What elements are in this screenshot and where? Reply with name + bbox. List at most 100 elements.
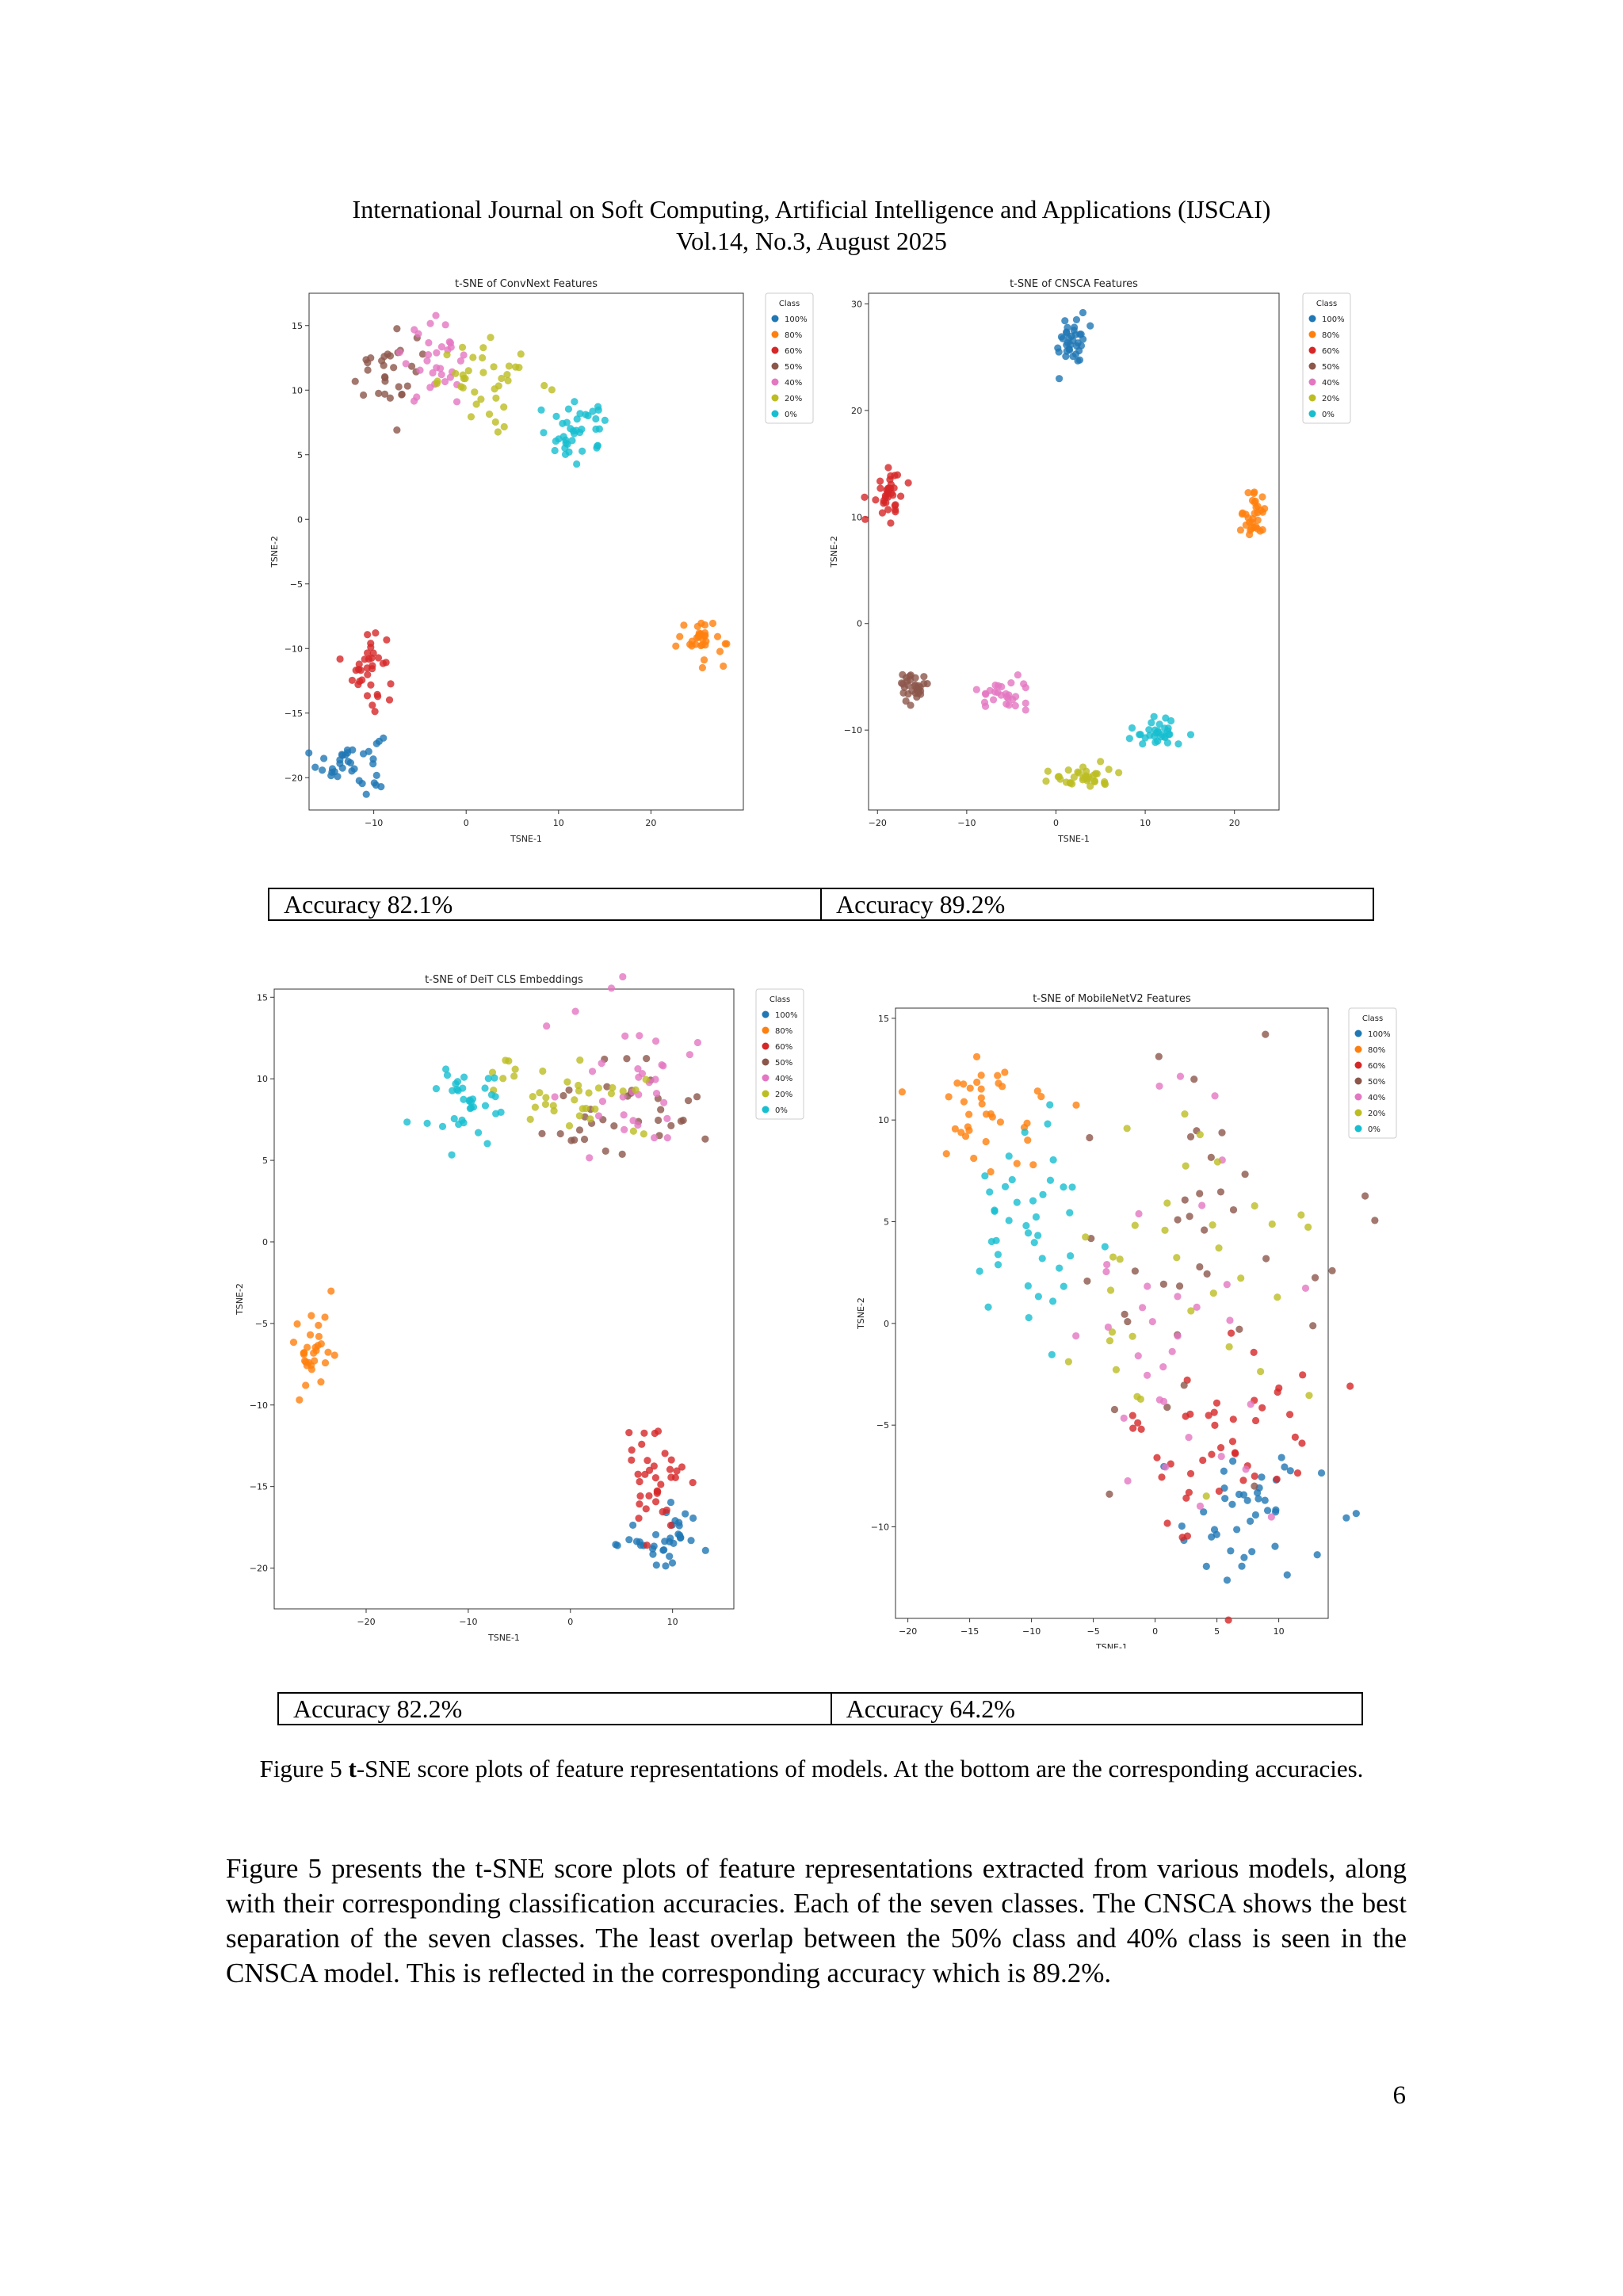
data-point bbox=[511, 1065, 519, 1073]
data-point bbox=[995, 1079, 1002, 1087]
data-point bbox=[713, 632, 722, 640]
data-point bbox=[1213, 1158, 1222, 1166]
series-20pct bbox=[433, 334, 556, 436]
data-point bbox=[1228, 1500, 1236, 1508]
data-point bbox=[904, 690, 912, 698]
data-point bbox=[629, 1127, 638, 1135]
x-axis-label: TSNE-1 bbox=[1057, 834, 1090, 844]
data-point bbox=[497, 1108, 505, 1116]
legend-label: 50% bbox=[1368, 1078, 1385, 1087]
x-tick-label: 20 bbox=[645, 818, 656, 828]
legend-marker bbox=[762, 1042, 769, 1050]
accuracy-mobilenetv2: Accuracy 64.2% bbox=[830, 1692, 1364, 1725]
legend-label: 100% bbox=[1368, 1030, 1391, 1039]
data-point bbox=[980, 698, 989, 706]
data-point bbox=[1034, 1293, 1042, 1301]
x-tick-label: 0 bbox=[464, 818, 469, 828]
series-0pct bbox=[403, 1065, 505, 1159]
data-point bbox=[1186, 731, 1195, 739]
data-point bbox=[684, 1097, 693, 1105]
data-point bbox=[540, 381, 548, 390]
data-point bbox=[458, 343, 467, 351]
data-point bbox=[443, 1072, 452, 1079]
data-point bbox=[362, 790, 370, 798]
data-point bbox=[1215, 1487, 1223, 1496]
data-point bbox=[500, 422, 508, 431]
chart-title: t-SNE of CNSCA Features bbox=[1010, 278, 1138, 290]
caption-rest: -SNE score plots of feature representati… bbox=[356, 1755, 1364, 1782]
data-point bbox=[1196, 1263, 1204, 1271]
data-point bbox=[904, 479, 912, 487]
data-point bbox=[1155, 1052, 1163, 1060]
data-point bbox=[1087, 1235, 1095, 1243]
data-point bbox=[1074, 768, 1082, 776]
data-point bbox=[1013, 1198, 1021, 1206]
data-point bbox=[1106, 1337, 1114, 1345]
data-point bbox=[479, 369, 487, 376]
y-tick-label: −10 bbox=[844, 725, 862, 735]
data-point bbox=[321, 1313, 329, 1321]
data-point bbox=[529, 1093, 537, 1101]
data-point bbox=[573, 460, 581, 468]
data-point bbox=[1216, 1188, 1225, 1196]
data-point bbox=[1151, 738, 1159, 747]
data-point bbox=[1048, 1297, 1057, 1305]
legend-marker bbox=[771, 315, 779, 323]
data-point bbox=[363, 649, 372, 657]
y-tick-label: 5 bbox=[262, 1156, 268, 1166]
data-point bbox=[1135, 1209, 1143, 1218]
data-point bbox=[650, 1462, 658, 1470]
data-point bbox=[348, 767, 356, 775]
data-point bbox=[609, 1083, 617, 1092]
data-point bbox=[502, 1056, 510, 1064]
data-point bbox=[1032, 1213, 1041, 1221]
data-point bbox=[1227, 1329, 1235, 1337]
legend-label: 40% bbox=[1368, 1094, 1385, 1102]
data-point bbox=[472, 400, 480, 408]
data-point bbox=[372, 771, 380, 779]
data-point bbox=[970, 1154, 978, 1163]
data-point bbox=[636, 1541, 645, 1549]
data-point bbox=[1220, 1467, 1228, 1475]
data-point bbox=[991, 688, 999, 696]
legend-marker bbox=[1354, 1045, 1362, 1053]
data-point bbox=[1297, 1211, 1305, 1219]
data-point bbox=[390, 364, 398, 372]
data-point bbox=[880, 497, 888, 505]
data-point bbox=[1238, 1562, 1246, 1570]
data-point bbox=[526, 1115, 534, 1123]
data-point bbox=[716, 648, 724, 655]
y-tick-label: 10 bbox=[851, 512, 862, 522]
data-point bbox=[1301, 1284, 1310, 1292]
data-point bbox=[676, 632, 684, 640]
data-point bbox=[1079, 774, 1087, 782]
data-point bbox=[468, 1095, 477, 1103]
legend-label: 60% bbox=[785, 347, 802, 356]
data-point bbox=[645, 1466, 654, 1474]
data-point bbox=[1262, 1255, 1270, 1263]
data-point bbox=[666, 1534, 674, 1542]
data-point bbox=[1186, 1410, 1194, 1418]
y-tick-label: 5 bbox=[884, 1217, 889, 1228]
data-point bbox=[1176, 1072, 1185, 1080]
data-point bbox=[666, 1553, 674, 1561]
data-point bbox=[1168, 1347, 1176, 1355]
y-tick-label: −15 bbox=[285, 709, 303, 719]
data-point bbox=[1198, 1201, 1206, 1209]
data-point bbox=[902, 697, 910, 705]
data-point bbox=[429, 369, 437, 377]
data-point bbox=[897, 679, 906, 687]
series-0pct bbox=[537, 398, 609, 468]
data-point bbox=[382, 659, 390, 667]
data-point bbox=[667, 1456, 675, 1464]
data-point bbox=[720, 662, 727, 670]
data-point bbox=[461, 375, 469, 383]
data-point bbox=[1013, 1159, 1021, 1167]
data-point bbox=[621, 1125, 628, 1134]
data-point bbox=[1024, 1282, 1032, 1290]
data-point bbox=[1239, 509, 1247, 517]
data-point bbox=[386, 394, 394, 402]
data-point bbox=[668, 1559, 677, 1567]
legend-label: 80% bbox=[775, 1027, 792, 1036]
data-point bbox=[380, 390, 389, 398]
